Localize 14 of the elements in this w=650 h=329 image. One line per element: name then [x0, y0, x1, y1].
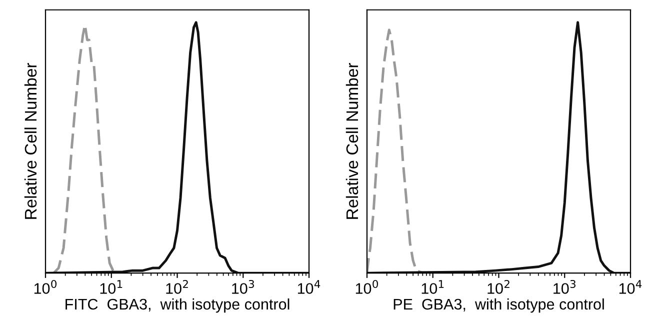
x-tick-label: 10$^{1}$ [422, 280, 444, 294]
x-tick-label: 10$^{2}$ [488, 280, 510, 294]
x-axis-title: FITC GBA3, with isotype control [66, 298, 290, 313]
x-tick-label: 10$^{4}$ [619, 280, 642, 294]
x-tick-label: 10$^{0}$ [356, 280, 378, 294]
y-axis-title: Relative Cell Number [24, 63, 37, 219]
x-tick-label: 10$^{0}$ [34, 280, 57, 294]
x-axis-title: PE GBA3, with isotype control [394, 298, 604, 313]
y-axis-title: Relative Cell Number [346, 63, 358, 219]
x-tick-label: 10$^{2}$ [166, 280, 188, 294]
x-tick-label: 10$^{3}$ [232, 280, 254, 294]
x-tick-label: 10$^{1}$ [100, 280, 122, 294]
x-tick-label: 10$^{3}$ [554, 280, 576, 294]
x-tick-label: 10$^{4}$ [298, 280, 320, 294]
